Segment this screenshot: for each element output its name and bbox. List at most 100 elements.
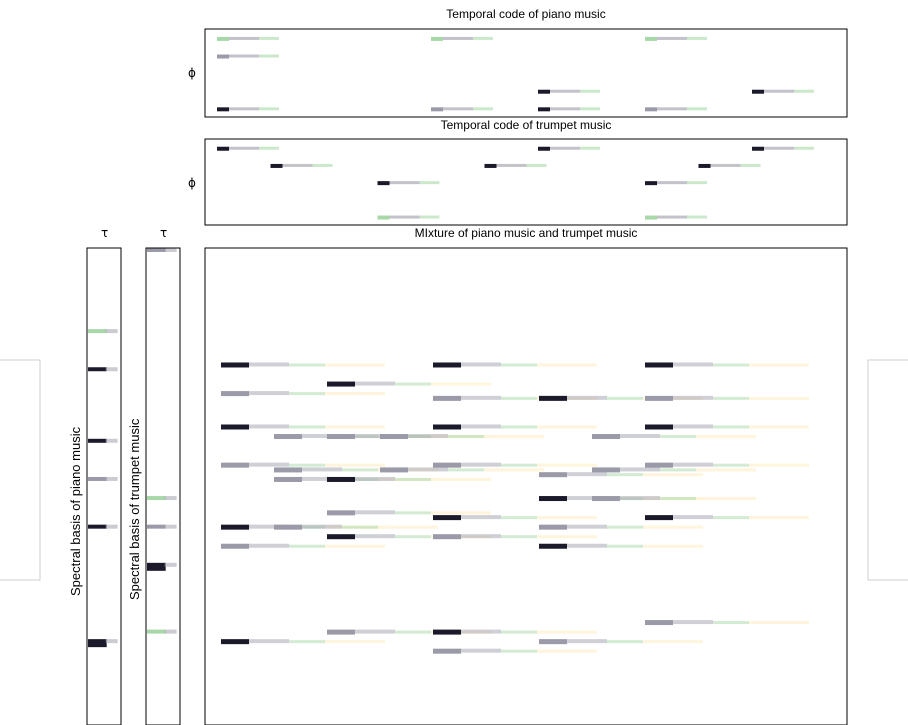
mixture-tail xyxy=(673,462,713,467)
mixture-fade xyxy=(749,396,809,400)
mixture-cell xyxy=(645,395,673,401)
mixture-tail xyxy=(501,630,537,634)
mixture-tail xyxy=(713,363,749,367)
trumpet-code-bg xyxy=(205,139,847,225)
mixture-cell xyxy=(380,467,408,473)
trumpet-code-tail xyxy=(312,163,333,167)
mixture-fade xyxy=(484,468,544,472)
piano-code-tail xyxy=(259,54,279,58)
mixture-tail xyxy=(607,396,643,400)
trumpet-code-cell xyxy=(538,146,550,151)
piano-basis-frame xyxy=(86,247,122,725)
mixture-tail xyxy=(448,435,484,439)
mixture-cell xyxy=(327,510,355,516)
mixture-tail xyxy=(342,468,378,472)
piano-code-tail xyxy=(550,107,580,111)
trumpet-basis-cell xyxy=(147,629,166,634)
phi-label-piano: ϕ xyxy=(188,66,196,80)
mixture-tail xyxy=(713,463,749,467)
trumpet-basis-cell xyxy=(147,496,166,501)
mixture-tail xyxy=(713,396,749,400)
mixture-cell xyxy=(592,434,620,440)
mixture-fade xyxy=(537,363,597,367)
trumpet-basis-frame xyxy=(145,247,181,725)
trumpet-code-tail xyxy=(259,146,279,150)
trumpet-basis-bg xyxy=(146,248,180,725)
mixture-tail xyxy=(660,468,696,472)
mixture-tail xyxy=(342,525,378,529)
mixture-fade xyxy=(749,516,809,520)
mixture-tail xyxy=(395,630,431,634)
mixture-tail xyxy=(249,543,289,548)
piano-code-cell xyxy=(431,107,443,112)
mixture-tail xyxy=(249,424,289,429)
mixture-tail xyxy=(501,425,537,429)
mixture-fade xyxy=(325,363,385,367)
mixture-cell xyxy=(433,515,461,521)
mixture-cell xyxy=(645,424,673,430)
mixture-cell xyxy=(221,362,249,368)
trumpet-code-cell xyxy=(377,181,390,186)
mixture-tail xyxy=(249,391,289,396)
trumpet-code-cell xyxy=(377,215,390,220)
watermark-right xyxy=(867,359,908,581)
mixture-cell xyxy=(327,629,355,635)
piano-basis-tail xyxy=(105,476,118,481)
trumpet-code-tail xyxy=(740,163,761,167)
mixture-cell xyxy=(592,467,620,473)
mixture-tail xyxy=(607,525,643,529)
trumpet-code-cell xyxy=(484,163,497,168)
trumpet-code-cell xyxy=(698,163,711,168)
mixture-tail xyxy=(289,463,325,467)
piano-code-cell xyxy=(538,89,550,94)
trumpet-basis-tail xyxy=(164,524,177,529)
piano-code-tail xyxy=(794,89,814,93)
title-mixture: MIxture of piano music and trumpet music xyxy=(414,226,638,240)
piano-code-tail xyxy=(229,36,259,40)
mixture-cell xyxy=(433,395,461,401)
mixture-tail xyxy=(302,467,342,472)
mixture-tail xyxy=(289,544,325,548)
piano-code-cell xyxy=(217,36,229,41)
mixture-tail xyxy=(501,535,537,539)
mixture-fade xyxy=(537,425,597,429)
mixture-cell xyxy=(221,424,249,430)
piano-code-tail xyxy=(687,107,707,111)
trumpet-code-tail xyxy=(657,215,687,219)
mixture-tail xyxy=(620,496,660,501)
mixture-tail xyxy=(501,463,537,467)
mixture-cell xyxy=(221,524,249,530)
trumpet-basis-cell xyxy=(147,562,166,571)
mixture-tail xyxy=(289,392,325,396)
mixture-fade xyxy=(537,630,597,634)
watermark-left xyxy=(0,359,41,581)
piano-code-cell xyxy=(431,36,443,41)
trumpet-basis-cell xyxy=(147,524,166,529)
trumpet-code-tail xyxy=(389,215,420,219)
trumpet-basis-tail xyxy=(164,248,177,252)
mixture-tail xyxy=(302,476,342,481)
mixture-cell xyxy=(645,462,673,468)
piano-basis-bg xyxy=(87,248,121,725)
mixture-tail xyxy=(461,629,501,634)
mixture-tail xyxy=(673,620,713,625)
mixture-frame xyxy=(204,247,848,725)
mixture-cell xyxy=(380,434,408,440)
mixture-tail xyxy=(567,496,607,501)
mixture-cell xyxy=(274,467,302,473)
trumpet-code-tail xyxy=(496,163,527,167)
mixture-cell xyxy=(539,639,567,645)
mixture-tail xyxy=(607,473,643,477)
trumpet-code-cell xyxy=(645,215,657,220)
mixture-cell xyxy=(433,629,461,635)
mixture-cell xyxy=(433,424,461,430)
mixture-cell xyxy=(433,648,461,654)
mixture-tail xyxy=(461,462,501,467)
mixture-cell xyxy=(274,524,302,530)
mixture-cell xyxy=(221,391,249,397)
piano-code-frame xyxy=(204,28,848,118)
mixture-tail xyxy=(461,395,501,400)
piano-basis-tail xyxy=(105,329,118,334)
